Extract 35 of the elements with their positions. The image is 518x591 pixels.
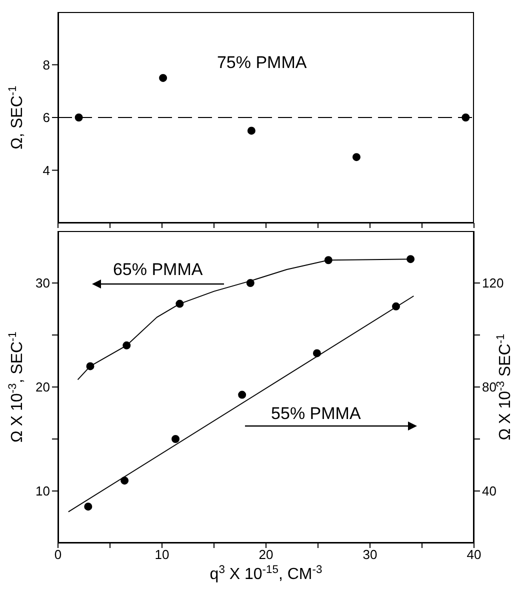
point [86,362,94,370]
y-tick-label: 4 [42,162,50,178]
point [392,302,400,310]
point [352,153,360,162]
point [172,435,180,443]
point [312,349,321,358]
point [122,341,131,350]
annotation: 75% PMMA [216,52,308,73]
x-tick-label: 30 [362,547,378,562]
point [247,126,256,135]
y2-tick-label: 120 [482,276,504,291]
x-tick-label: 20 [258,547,274,562]
y2-tick-label: 40 [482,484,496,499]
y2-tick-label: 80 [482,380,496,395]
point [74,114,83,122]
y-tick-label: 30 [36,276,50,291]
point [462,114,470,122]
x-tick-label: 10 [154,547,170,562]
point [238,390,246,399]
point [120,476,129,485]
point [246,279,254,287]
y-tick-label: 6 [42,110,50,126]
y-tick-label: 20 [36,380,50,395]
x-axis-title: q$^{3}$ X 10$^{-15}$, CM$^{-3}$ [210,564,322,583]
y-tick-label: 8 [42,57,50,72]
point [84,502,92,511]
point [176,300,184,308]
x-tick-label: 0 [54,547,62,562]
point [406,255,415,264]
point [159,74,168,82]
x-tick-label: 40 [466,547,482,562]
point [324,256,332,264]
y-tick-label: 10 [36,484,50,499]
annotation: 65% PMMA [112,260,204,280]
annotation: 55% PMMA [270,404,362,424]
